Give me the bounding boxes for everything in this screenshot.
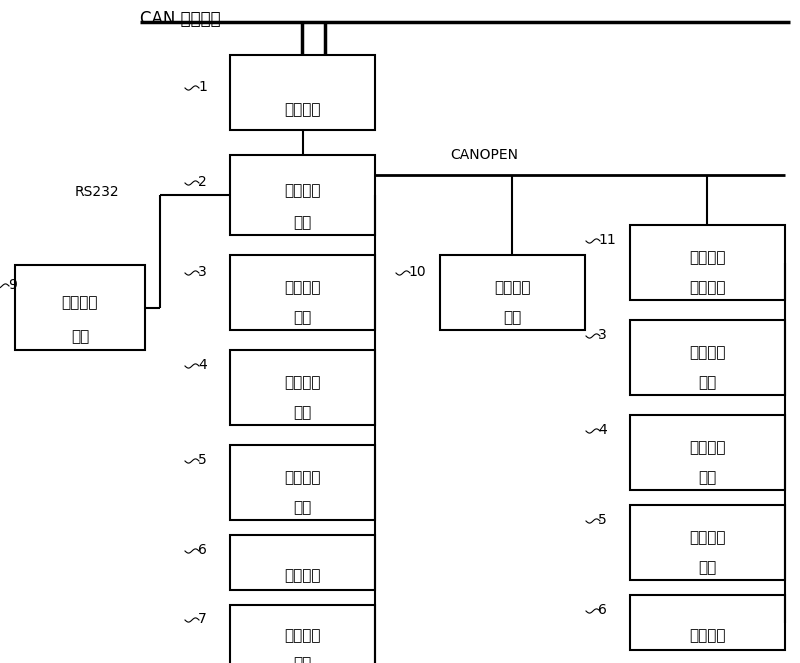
Text: 单元: 单元 — [503, 310, 522, 326]
Text: 单元: 单元 — [294, 406, 312, 420]
Text: 辅助控制: 辅助控制 — [284, 375, 321, 391]
Text: 6: 6 — [598, 603, 607, 617]
Bar — [230, 445, 375, 520]
Bar — [630, 415, 785, 490]
Text: 6: 6 — [198, 543, 207, 557]
Text: 单元: 单元 — [294, 310, 312, 326]
Text: 单元: 单元 — [71, 329, 89, 344]
Bar — [230, 55, 375, 130]
Text: 空调控制: 空调控制 — [284, 471, 321, 485]
Text: CAN 电力总线: CAN 电力总线 — [140, 10, 221, 28]
Bar — [630, 595, 785, 650]
Text: 单元: 单元 — [294, 501, 312, 516]
Text: CANOPEN: CANOPEN — [450, 148, 518, 162]
Text: 3: 3 — [598, 328, 606, 342]
Text: 系统: 系统 — [294, 656, 312, 663]
Text: 单元: 单元 — [698, 375, 717, 391]
Text: 车辆控制: 车辆控制 — [284, 183, 321, 198]
Bar — [15, 265, 145, 350]
Text: 制动控制: 制动控制 — [494, 280, 530, 296]
Text: 璑引控制: 璑引控制 — [690, 345, 726, 361]
Text: 5: 5 — [198, 453, 206, 467]
Text: 5: 5 — [598, 513, 606, 527]
Text: 旅客信息: 旅客信息 — [284, 629, 321, 643]
Text: 4: 4 — [198, 358, 206, 372]
Text: 10: 10 — [408, 265, 426, 279]
Text: 智能显示: 智能显示 — [62, 295, 98, 310]
Text: 1: 1 — [198, 80, 207, 94]
Bar — [630, 505, 785, 580]
Bar — [230, 155, 375, 235]
Text: 9: 9 — [8, 278, 17, 292]
Text: 远程输入: 远程输入 — [690, 251, 726, 265]
Text: 2: 2 — [198, 175, 206, 189]
Text: 单元: 单元 — [698, 560, 717, 575]
Bar — [230, 255, 375, 330]
Bar — [630, 320, 785, 395]
Text: RS232: RS232 — [75, 185, 120, 199]
Text: 单元: 单元 — [698, 471, 717, 485]
Text: 空调控制: 空调控制 — [690, 530, 726, 546]
Text: 11: 11 — [598, 233, 616, 247]
Text: 4: 4 — [598, 423, 606, 437]
Bar — [630, 225, 785, 300]
Text: 门控单元: 门控单元 — [690, 628, 726, 643]
Text: 输出模块: 输出模块 — [690, 280, 726, 296]
Text: 重联网关: 重联网关 — [284, 103, 321, 117]
Text: 3: 3 — [198, 265, 206, 279]
Text: 7: 7 — [198, 612, 206, 626]
Text: 门控单元: 门控单元 — [284, 568, 321, 583]
Bar — [230, 535, 375, 590]
Text: 单元: 单元 — [294, 215, 312, 229]
Bar — [230, 605, 375, 663]
Text: 辅助控制: 辅助控制 — [690, 440, 726, 455]
Text: 璑引控制: 璑引控制 — [284, 280, 321, 296]
Bar — [440, 255, 585, 330]
Bar — [230, 350, 375, 425]
